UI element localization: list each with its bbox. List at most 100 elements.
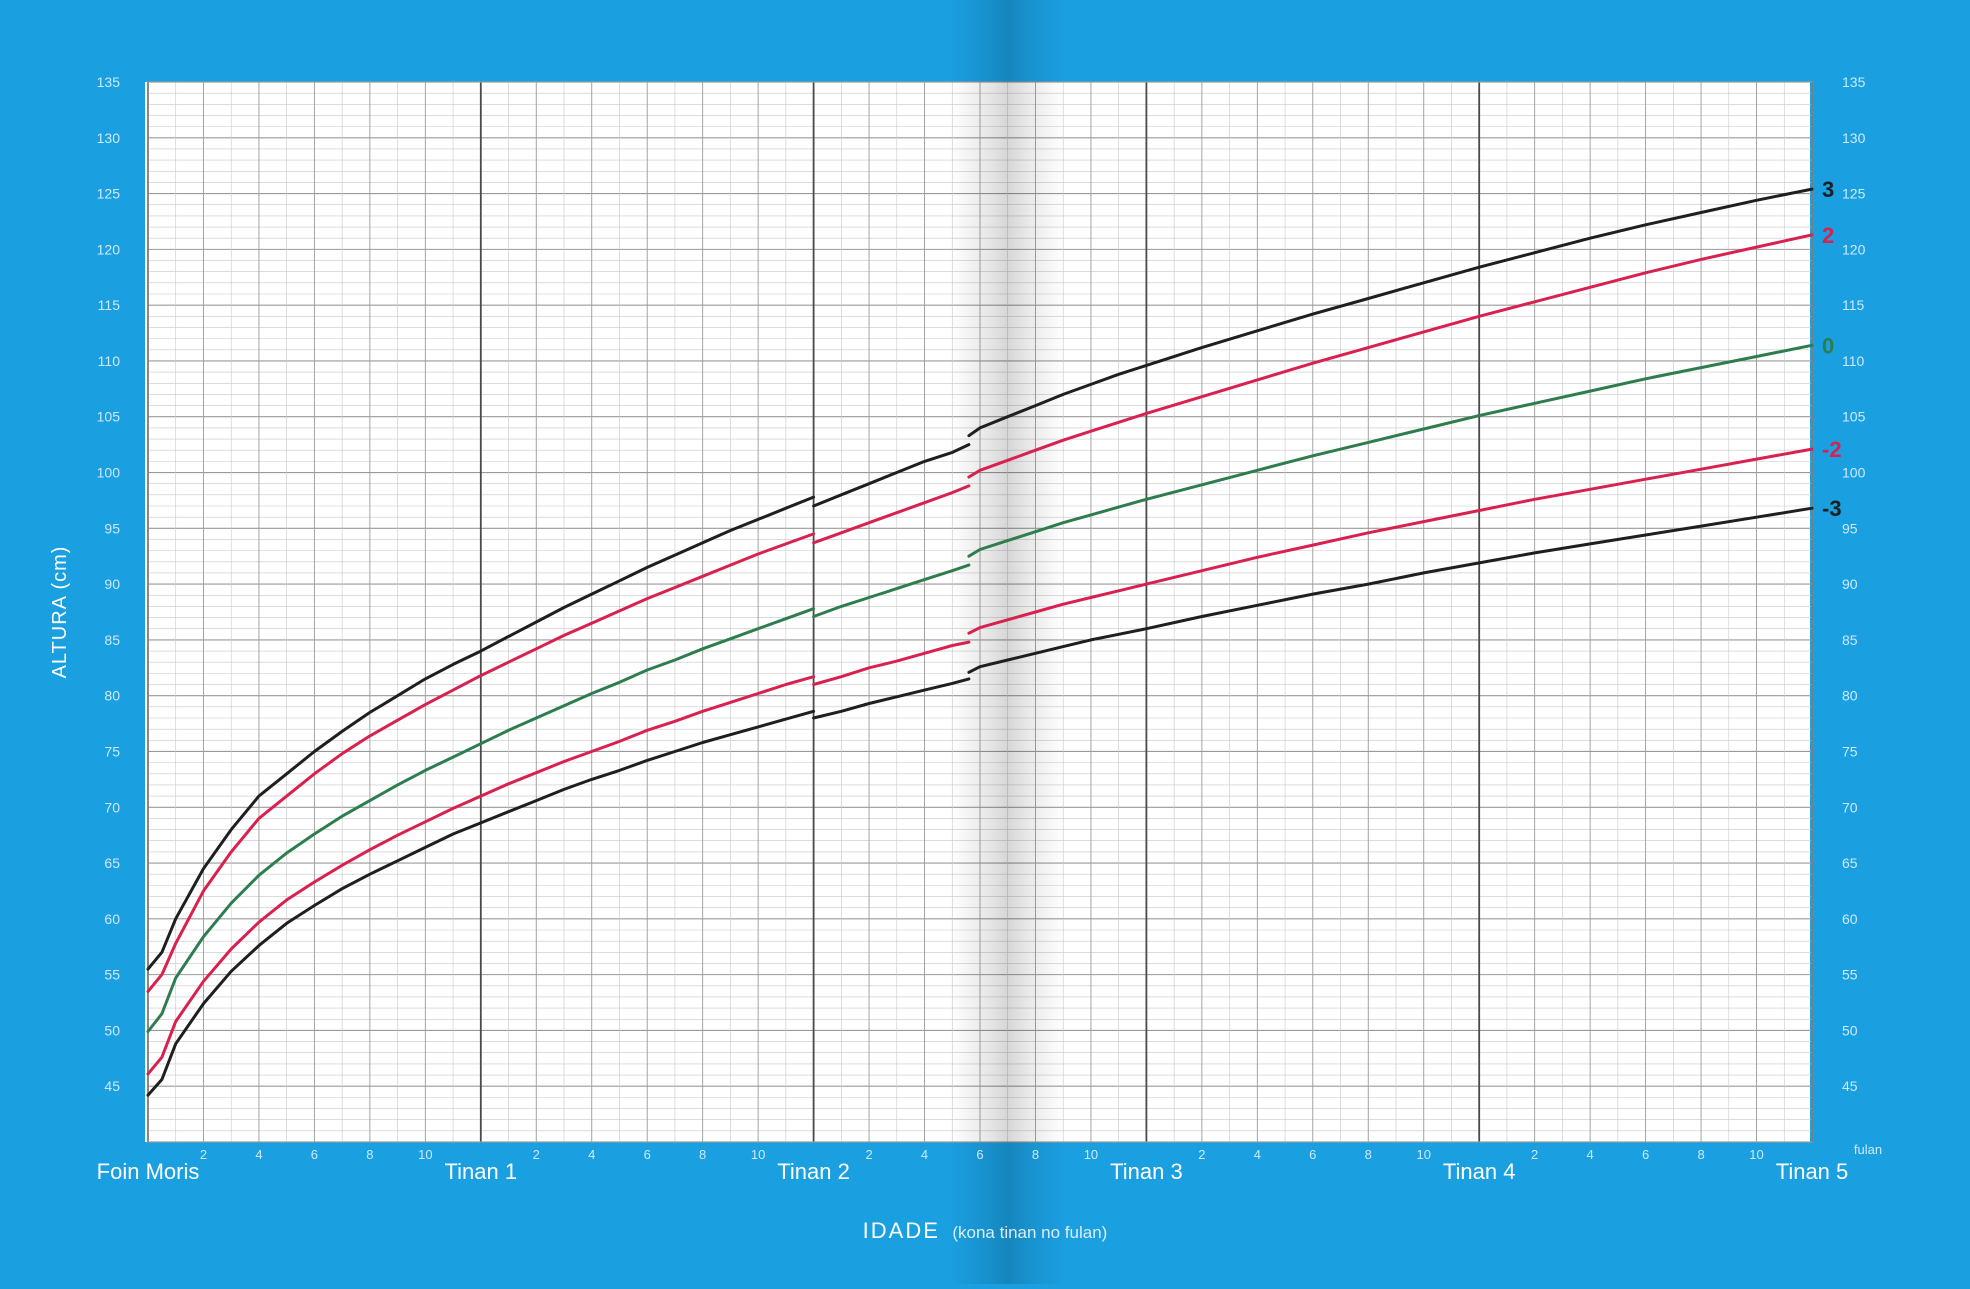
x-tick-label-year: Tinan 1 (445, 1159, 518, 1184)
x-tick-label-year: Tinan 3 (1110, 1159, 1183, 1184)
y-tick-label-right: 75 (1842, 743, 1858, 759)
series-end-label: -3 (1822, 496, 1842, 521)
x-tick-label-month: 10 (1749, 1147, 1763, 1162)
series-end-label: -2 (1822, 437, 1842, 462)
y-tick-label-right: 135 (1842, 74, 1866, 90)
x-tick-label-month: 6 (1642, 1147, 1649, 1162)
x-tick-label-month: 4 (921, 1147, 928, 1162)
x-axis-label-note: (kona tinan no fulan) (952, 1223, 1107, 1242)
y-axis-label: ALTURA (cm) (49, 546, 71, 679)
y-tick-label-right: 115 (1842, 297, 1865, 313)
chart-series-lines (146, 187, 1814, 1097)
x-tick-label-month: 8 (1697, 1147, 1704, 1162)
x-tick-label-month: 6 (644, 1147, 651, 1162)
y-tick-label-right: 70 (1842, 799, 1858, 815)
y-tick-label-left: 45 (104, 1078, 120, 1094)
y-tick-label-left: 65 (104, 855, 120, 871)
y-tick-label-right: 80 (1842, 688, 1858, 704)
series-line-2 (812, 484, 971, 545)
series-end-labels: 3 2 0 -2 -3 (1822, 177, 1842, 521)
x-tick-label-month: 4 (1254, 1147, 1261, 1162)
x-tick-label-month: 6 (976, 1147, 983, 1162)
series-end-label: 3 (1822, 177, 1834, 202)
x-axis-tick-labels: 2 4 6 8 10 2 4 6 8 10 2 4 6 8 10 2 4 6 8 10 2 4 6 8 10 Foin Moris… (97, 1147, 1849, 1184)
x-tick-label-month: 8 (1365, 1147, 1372, 1162)
y-tick-label-right: 110 (1842, 353, 1865, 369)
series-line--2 (146, 675, 816, 1076)
y-tick-label-right: 130 (1842, 130, 1866, 146)
series-end-label: 2 (1822, 223, 1834, 248)
y-tick-label-right: 90 (1842, 576, 1858, 592)
y-tick-label-right: 100 (1842, 465, 1866, 481)
series-line--3 (967, 506, 1814, 674)
series-line-2 (967, 233, 1814, 479)
x-tick-label-month: 2 (865, 1147, 872, 1162)
y-tick-label-left: 125 (97, 186, 121, 202)
x-tick-label-year: Tinan 5 (1776, 1159, 1849, 1184)
series-line-3 (812, 443, 971, 508)
y-axis-tick-labels: 45 45 50 50 55 55 60 60 65 65 70 70 75 75 80 80 85 85 90 90… (97, 74, 1866, 1094)
series-line-3 (146, 495, 816, 971)
x-tick-label-month: 10 (1084, 1147, 1098, 1162)
series-line--3 (812, 677, 971, 720)
y-tick-label-right: 85 (1842, 632, 1858, 648)
y-tick-label-right: 65 (1842, 855, 1858, 871)
x-tick-label-month: 10 (418, 1147, 432, 1162)
y-tick-label-left: 75 (104, 743, 120, 759)
y-tick-label-left: 50 (104, 1022, 120, 1038)
y-tick-label-left: 115 (98, 297, 121, 313)
y-tick-label-left: 135 (97, 74, 121, 90)
x-tick-label-month: 4 (255, 1147, 262, 1162)
series-line-0 (146, 607, 816, 1033)
y-tick-label-right: 105 (1842, 409, 1866, 425)
x-axis-unit-label: fulan (1854, 1142, 1882, 1157)
series-line--2 (967, 447, 1814, 635)
y-tick-label-left: 85 (104, 632, 120, 648)
y-tick-label-left: 110 (98, 353, 121, 369)
y-tick-label-right: 60 (1842, 911, 1858, 927)
x-tick-label-month: 4 (588, 1147, 595, 1162)
series-end-label: 0 (1822, 333, 1834, 358)
x-tick-label-month: 6 (311, 1147, 318, 1162)
y-tick-label-left: 105 (97, 409, 121, 425)
series-line-3 (967, 187, 1814, 438)
y-tick-label-right: 95 (1842, 520, 1858, 536)
series-line-0 (967, 343, 1814, 558)
y-tick-label-left: 120 (97, 241, 121, 257)
y-tick-label-left: 60 (104, 911, 120, 927)
y-tick-label-right: 55 (1842, 967, 1858, 983)
series-line--3 (146, 709, 816, 1097)
x-tick-label-month: 10 (1416, 1147, 1430, 1162)
y-tick-label-left: 100 (97, 465, 121, 481)
x-tick-label-month: 10 (751, 1147, 765, 1162)
series-line-0 (812, 563, 971, 618)
y-tick-label-left: 95 (104, 520, 120, 536)
x-axis-label-group: IDADE (kona tinan no fulan) (863, 1218, 1108, 1243)
x-axis-label: IDADE (863, 1218, 940, 1243)
x-tick-label-month: 2 (200, 1147, 207, 1162)
y-tick-label-right: 125 (1842, 186, 1866, 202)
series-line--2 (812, 640, 971, 686)
x-tick-label-month: 2 (1531, 1147, 1538, 1162)
y-tick-label-left: 130 (97, 130, 121, 146)
x-tick-label-month: 8 (1032, 1147, 1039, 1162)
y-tick-label-right: 50 (1842, 1022, 1858, 1038)
y-tick-label-left: 70 (104, 799, 120, 815)
x-tick-label-month: 4 (1587, 1147, 1594, 1162)
y-tick-label-left: 90 (104, 576, 120, 592)
y-tick-label-left: 55 (104, 967, 120, 983)
y-tick-label-right: 120 (1842, 241, 1866, 257)
x-tick-label-month: 2 (1198, 1147, 1205, 1162)
x-tick-label-year: Tinan 4 (1443, 1159, 1516, 1184)
x-tick-label-month: 6 (1309, 1147, 1316, 1162)
x-tick-label-month: 8 (366, 1147, 373, 1162)
y-tick-label-left: 80 (104, 688, 120, 704)
x-tick-label-month: 2 (533, 1147, 540, 1162)
x-tick-label-month: 8 (699, 1147, 706, 1162)
series-line-2 (146, 532, 816, 993)
x-tick-label-year: Foin Moris (97, 1159, 200, 1184)
y-tick-label-right: 45 (1842, 1078, 1858, 1094)
x-tick-label-year: Tinan 2 (777, 1159, 850, 1184)
